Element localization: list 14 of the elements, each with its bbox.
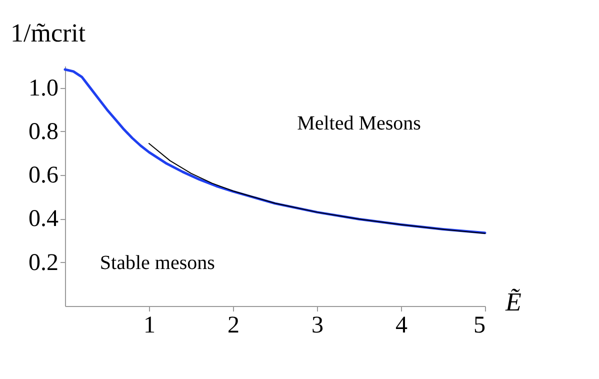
x-tick-label: 2: [228, 312, 240, 338]
y-tick-label: 1.0: [28, 75, 58, 102]
x-axis-title: Ẽ: [504, 288, 522, 316]
annotation: Stable mesons: [100, 252, 216, 274]
y-tick-label: 0.6: [28, 162, 58, 189]
x-tick-label: 3: [312, 312, 324, 338]
y-tick-label: 0.4: [28, 206, 58, 232]
y-tick-label: 0.8: [28, 118, 58, 145]
x-tick-label: 5: [474, 312, 486, 338]
x-tick-label: 4: [396, 312, 408, 338]
y-tick-label: 0.2: [28, 250, 58, 276]
x-tick-label: 1: [144, 312, 156, 338]
y-axis-title: 1/m̃crit: [10, 18, 86, 48]
annotation: Melted Mesons: [297, 112, 422, 135]
